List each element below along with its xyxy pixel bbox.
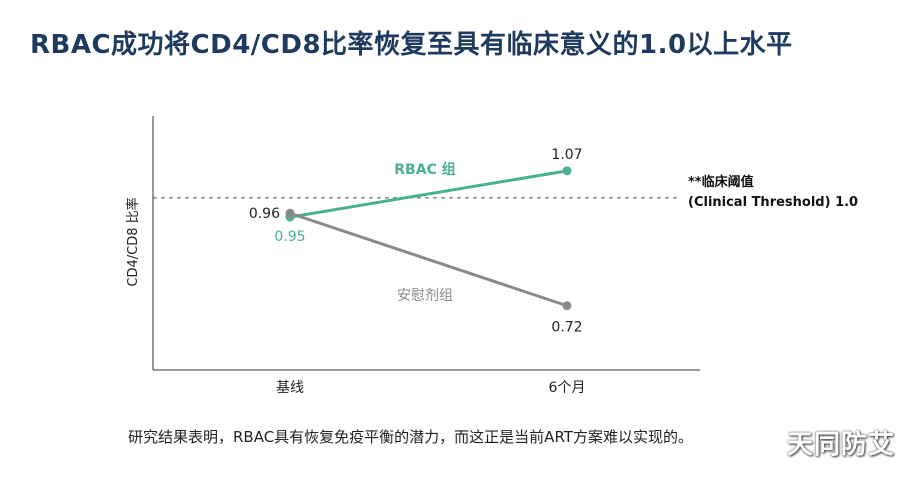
data-label-rbac-0: 0.95 xyxy=(274,229,305,245)
series-line-placebo xyxy=(289,211,568,308)
watermark: 天同防艾 xyxy=(786,430,895,460)
y-axis-label: CD4/CD8 比率 xyxy=(125,197,141,286)
data-label-placebo-1: 0.72 xyxy=(551,320,582,336)
data-point-placebo-1 xyxy=(562,301,572,311)
data-point-placebo-0 xyxy=(285,208,295,218)
threshold-label-detail: (Clinical Threshold) 1.0 xyxy=(688,195,858,210)
data-label-placebo-0: 0.96 xyxy=(249,206,280,222)
series-label-rbac: RBAC 组 xyxy=(394,161,455,178)
x-tick-label-6-months: 6个月 xyxy=(549,380,586,396)
caption: 研究结果表明，RBAC具有恢复免疫平衡的潜力，而这正是当前ART方案难以实现的。 xyxy=(128,428,693,446)
data-point-rbac-1 xyxy=(562,166,572,176)
page-title: RBAC成功将CD4/CD8比率恢复至具有临床意义的1.0以上水平 xyxy=(30,30,793,60)
series-line-rbac xyxy=(289,169,568,219)
threshold-label: **临床阈值 xyxy=(688,174,754,190)
series-label-placebo: 安慰剂组 xyxy=(397,287,453,304)
data-label-rbac-1: 1.07 xyxy=(551,147,582,163)
x-tick-label-baseline: 基线 xyxy=(276,379,304,396)
